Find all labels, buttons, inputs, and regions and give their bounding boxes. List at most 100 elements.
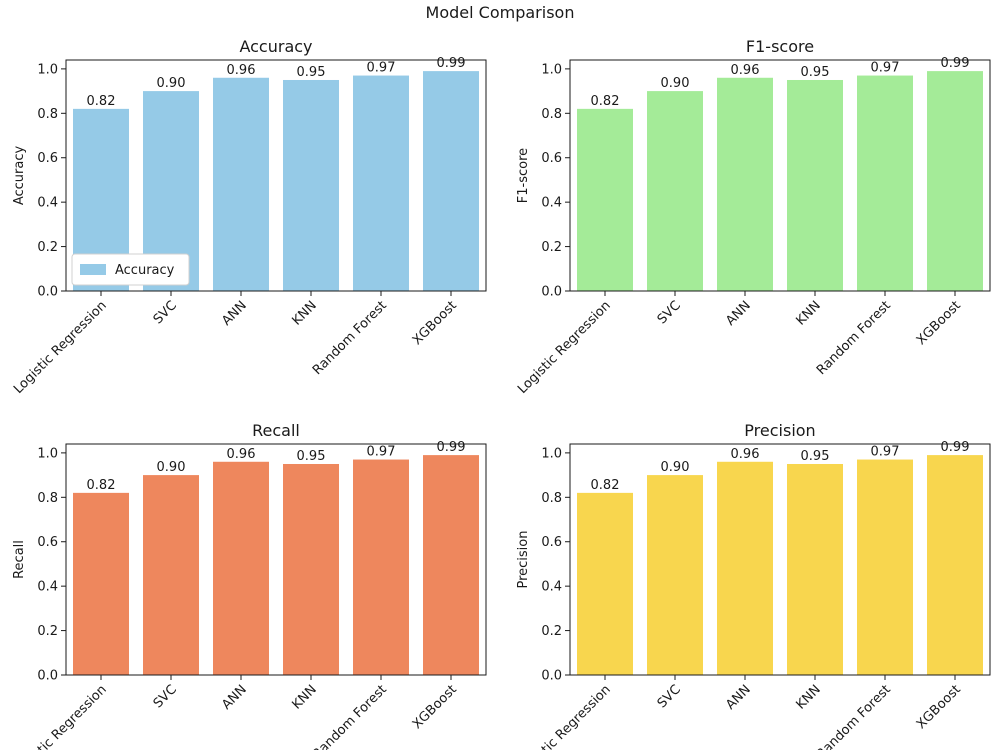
bar-random-forest bbox=[353, 459, 409, 675]
x-tick-label: ANN bbox=[723, 298, 754, 329]
y-tick-label: 0.0 bbox=[541, 669, 562, 684]
bar-knn bbox=[787, 463, 843, 675]
y-axis-label: Accuracy bbox=[12, 146, 27, 206]
axes-frame bbox=[65, 443, 487, 676]
data-label: 0.99 bbox=[437, 440, 466, 455]
x-tick-label: KNN bbox=[289, 682, 319, 712]
axes-title: Precision bbox=[744, 421, 815, 440]
axes-frame bbox=[65, 59, 487, 292]
bar-svc bbox=[647, 475, 703, 675]
y-tick-label: 1.0 bbox=[541, 446, 562, 461]
x-tick-label: KNN bbox=[793, 298, 823, 328]
y-tick-label: 1.0 bbox=[37, 446, 58, 461]
x-tick-label: XGBoost bbox=[914, 298, 964, 348]
x-tick-label: SVC bbox=[655, 298, 684, 327]
x-tick-label: Random Forest bbox=[310, 298, 390, 378]
axes-title: F1-score bbox=[746, 37, 814, 56]
bar-svc bbox=[143, 475, 199, 675]
x-tick-label: XGBoost bbox=[410, 682, 460, 732]
data-label: 0.97 bbox=[367, 61, 396, 76]
x-tick-label: SVC bbox=[655, 682, 684, 711]
figure-title: Model Comparison bbox=[425, 3, 575, 22]
x-tick-label: Logistic Regression bbox=[11, 298, 110, 397]
legend-box bbox=[71, 253, 190, 286]
y-tick-label: 0.4 bbox=[541, 580, 562, 595]
axes-frame bbox=[569, 443, 991, 676]
data-label: 0.90 bbox=[157, 460, 186, 475]
x-tick-label: SVC bbox=[151, 682, 180, 711]
bar-logistic-regression bbox=[73, 492, 129, 675]
bar-logistic-regression bbox=[577, 108, 633, 291]
x-tick-label: Logistic Regression bbox=[11, 682, 110, 750]
x-tick-label: Logistic Regression bbox=[515, 298, 614, 397]
data-label: 0.82 bbox=[591, 478, 620, 493]
data-label: 0.97 bbox=[871, 445, 900, 460]
bar-ann bbox=[213, 77, 269, 292]
y-tick-label: 1.0 bbox=[541, 62, 562, 77]
y-tick-label: 0.0 bbox=[37, 669, 58, 684]
x-tick-label: ANN bbox=[219, 682, 250, 713]
bar-xgboost bbox=[423, 71, 479, 291]
bar-xgboost bbox=[927, 71, 983, 291]
x-tick-label: Random Forest bbox=[814, 682, 894, 750]
bar-ann bbox=[717, 77, 773, 292]
x-tick-label: Random Forest bbox=[310, 682, 390, 750]
y-tick-label: 0.8 bbox=[541, 491, 562, 506]
x-tick-label: XGBoost bbox=[410, 298, 460, 348]
y-tick-label: 0.6 bbox=[37, 535, 58, 550]
bar-logistic-regression bbox=[577, 492, 633, 675]
bar-ann bbox=[717, 461, 773, 675]
x-tick-label: KNN bbox=[793, 682, 823, 712]
y-axis-label: Recall bbox=[12, 540, 27, 579]
data-label: 0.99 bbox=[941, 440, 970, 455]
x-tick-label: XGBoost bbox=[914, 682, 964, 732]
y-tick-label: 0.4 bbox=[541, 196, 562, 211]
data-label: 0.97 bbox=[367, 445, 396, 460]
x-tick-label: Random Forest bbox=[814, 298, 894, 378]
data-label: 0.95 bbox=[801, 65, 830, 80]
data-label: 0.90 bbox=[661, 76, 690, 91]
y-tick-label: 0.6 bbox=[541, 535, 562, 550]
legend-swatch bbox=[80, 264, 106, 275]
bar-svc bbox=[647, 91, 703, 291]
bar-knn bbox=[787, 79, 843, 291]
y-tick-label: 0.8 bbox=[541, 107, 562, 122]
data-label: 0.95 bbox=[297, 65, 326, 80]
y-tick-label: 0.0 bbox=[541, 285, 562, 300]
y-tick-label: 0.2 bbox=[541, 240, 562, 255]
y-tick-label: 1.0 bbox=[37, 62, 58, 77]
chart-accuracy: Accuracy 0.0 0.2 0.4 0.6 0.8 1.0 Accuracy 0.82 Lo… bbox=[11, 37, 487, 397]
data-label: 0.99 bbox=[941, 56, 970, 71]
y-tick-label: 0.4 bbox=[37, 196, 58, 211]
bar-random-forest bbox=[857, 459, 913, 675]
data-label: 0.95 bbox=[801, 449, 830, 464]
x-tick-label: Logistic Regression bbox=[515, 682, 614, 750]
data-label: 0.96 bbox=[227, 63, 256, 78]
chart-precision: Precision 0.0 0.2 0.4 0.6 0.8 1.0 Precision 0.82… bbox=[515, 421, 991, 755]
data-label: 0.90 bbox=[661, 460, 690, 475]
axes-title: Recall bbox=[252, 421, 300, 440]
bar-random-forest bbox=[353, 75, 409, 291]
bar-random-forest bbox=[857, 75, 913, 291]
bar-ann bbox=[213, 461, 269, 675]
x-tick-label: SVC bbox=[151, 298, 180, 327]
x-tick-label: ANN bbox=[219, 298, 250, 329]
data-label: 0.82 bbox=[87, 94, 116, 109]
y-tick-label: 0.2 bbox=[541, 624, 562, 639]
data-label: 0.99 bbox=[437, 56, 466, 71]
data-label: 0.96 bbox=[227, 447, 256, 462]
y-tick-label: 0.8 bbox=[37, 107, 58, 122]
data-label: 0.96 bbox=[731, 63, 760, 78]
y-tick-label: 0.2 bbox=[37, 240, 58, 255]
data-label: 0.82 bbox=[591, 94, 620, 109]
chart-f1-score: F1-score 0.0 0.2 0.4 0.6 0.8 1.0 F1-score 0.82 Lo… bbox=[515, 37, 991, 397]
y-tick-label: 0.2 bbox=[37, 624, 58, 639]
bar-knn bbox=[283, 463, 339, 675]
legend-entry: Accuracy bbox=[115, 263, 175, 278]
data-label: 0.96 bbox=[731, 447, 760, 462]
bar-xgboost bbox=[423, 455, 479, 675]
y-tick-label: 0.8 bbox=[37, 491, 58, 506]
y-tick-label: 0.0 bbox=[37, 285, 58, 300]
